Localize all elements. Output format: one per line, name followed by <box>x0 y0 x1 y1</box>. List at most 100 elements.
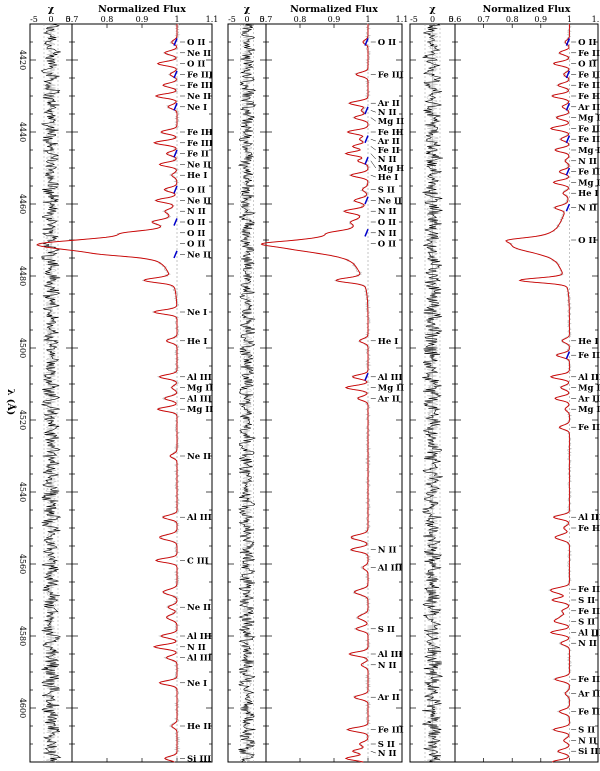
wl-tick-label: 4420 <box>18 50 27 70</box>
wl-tick-label: 4460 <box>18 194 27 214</box>
line-id-label: Ne II <box>187 603 211 613</box>
line-id-label: C III <box>187 556 209 566</box>
fit-segment <box>364 228 369 237</box>
line-id-label: Al III <box>377 564 403 574</box>
line-id-label: Fe II <box>578 524 600 534</box>
wavelength-axis-label: λ (Å) <box>5 389 17 415</box>
line-id-label: N II <box>187 643 206 653</box>
chi-tick-label: 0 <box>244 15 249 24</box>
line-id-label: He I <box>578 337 598 347</box>
chi-tick-label: 5 <box>448 15 453 24</box>
line-id-label: Mg II <box>578 178 600 188</box>
line-id-label: N II <box>378 108 397 118</box>
flux-tick-label: 1 <box>174 15 179 24</box>
line-id-label: O II <box>187 229 205 239</box>
chi-tick-label: -5 <box>410 15 418 24</box>
line-id-label: Mg II <box>378 117 404 127</box>
chi-residual-series <box>40 23 62 763</box>
wl-tick-label: 4520 <box>18 410 27 430</box>
line-id-label: Fe III <box>187 139 213 149</box>
flux-tick-label: 1.1 <box>396 15 409 24</box>
line-id-label: Fe II <box>578 585 600 595</box>
line-id-label: O II <box>378 38 396 48</box>
observed-spectrum-gray <box>260 23 372 763</box>
line-id-label: Ar II <box>377 99 400 109</box>
wl-tick-label: 4500 <box>18 338 27 358</box>
line-id-label: Ne II <box>378 196 402 206</box>
line-id-label: Fe III <box>578 135 600 145</box>
panel-frame <box>454 23 599 763</box>
fit-segment <box>565 38 571 46</box>
line-id-tick <box>370 174 376 178</box>
line-id-label: N II <box>578 204 597 214</box>
line-id-label: Fe III <box>187 128 213 138</box>
line-id-label: N II <box>378 661 397 671</box>
line-id-label: Mg II <box>187 384 213 394</box>
line-id-tick <box>370 750 376 754</box>
line-id-label: Fe III <box>578 92 600 102</box>
wl-tick-label: 4440 <box>18 122 27 142</box>
line-id-label: He I <box>378 173 398 183</box>
wl-tick-label: 4560 <box>18 554 27 574</box>
line-id-label: Mg II <box>578 384 600 394</box>
chi-tick-label: 0 <box>430 15 435 24</box>
chi-tick-label: -5 <box>228 15 236 24</box>
line-id-label: Fe III <box>378 70 404 80</box>
flux-tick-label: 0.7 <box>477 15 490 24</box>
line-id-label: Al III <box>577 373 600 383</box>
flux-tick-label: 0.7 <box>66 15 79 24</box>
flux-header: Normalized Flux <box>290 4 378 15</box>
line-id-label: Ar II <box>377 137 400 147</box>
flux-header: Normalized Flux <box>98 4 186 15</box>
line-id-tick <box>370 160 377 169</box>
line-id-label: Ne II <box>187 92 211 102</box>
line-id-label: Ne I <box>187 103 207 113</box>
line-id-label: He I <box>187 171 207 181</box>
line-id-label: Fe II <box>578 607 600 617</box>
flux-tick-label: 0.9 <box>328 15 341 24</box>
fit-segment <box>173 218 178 226</box>
fit-segment <box>565 351 571 360</box>
chi-tick-label: 5 <box>259 15 264 24</box>
wl-tick-label: 4600 <box>18 698 27 718</box>
line-id-label: Fe II <box>578 168 600 178</box>
fit-segment <box>173 149 178 158</box>
line-id-label: N II <box>378 155 397 165</box>
line-id-label: Fe II <box>578 81 600 91</box>
line-id-label: Fe III <box>187 81 213 91</box>
line-id-label: Si III <box>578 747 600 757</box>
line-id-label: Fe II <box>578 351 600 361</box>
chi-tick-label: 0 <box>48 15 53 24</box>
line-id-tick <box>370 117 376 122</box>
fit-segment <box>173 185 178 194</box>
line-id-label: He II <box>187 722 211 732</box>
line-id-label: N II <box>378 207 397 217</box>
chi-header: χ <box>48 4 55 15</box>
line-id-label: Ar II <box>377 394 400 404</box>
line-id-label: N II <box>578 736 597 746</box>
fit-segment <box>173 102 178 111</box>
line-id-label: O II <box>187 218 205 228</box>
labels-layer: 4420 4440 4460 4480 4500 4520 4540 4560 4580 4600… <box>18 4 600 764</box>
line-id-label: Si III <box>187 754 211 764</box>
fit-segment <box>565 167 571 176</box>
line-id-label: S II <box>578 596 595 606</box>
chi-header: χ <box>244 4 251 15</box>
fit-segment <box>364 196 369 205</box>
wl-tick-label: 4580 <box>18 626 27 646</box>
line-id-label: Mg II <box>378 164 404 174</box>
line-id-label: N II <box>378 229 397 239</box>
fit-segment <box>364 372 369 381</box>
chi-tick-label: 5 <box>65 15 70 24</box>
line-id-label: Fe II <box>578 124 600 134</box>
line-id-tick <box>370 110 376 113</box>
chi-residual-series <box>238 23 257 763</box>
line-id-label: Ar II <box>577 394 600 404</box>
line-id-label: S II <box>378 186 395 196</box>
line-id-label: N II <box>378 749 397 759</box>
fit-segment <box>173 70 178 79</box>
chi-residual-series <box>421 23 443 763</box>
wl-tick-label: 4480 <box>18 266 27 286</box>
curves-layer <box>36 23 573 763</box>
